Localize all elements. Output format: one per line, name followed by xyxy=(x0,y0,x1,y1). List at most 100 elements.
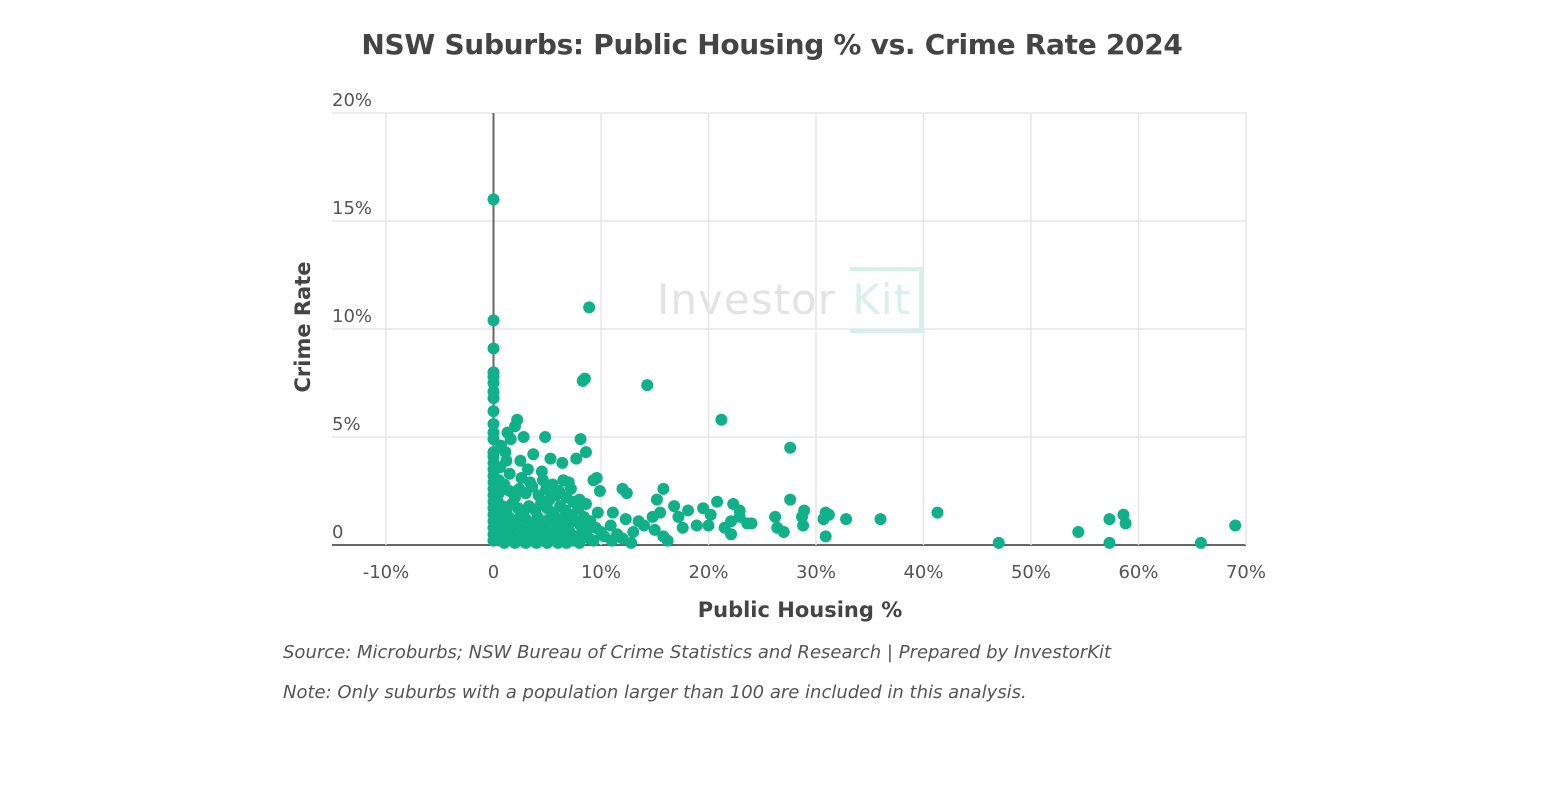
data-points xyxy=(487,193,1242,549)
tick-labels: 0 5% 10% 15% 20% -10% 0 10% 20% 30% 40% 50% 60% 70% xyxy=(332,90,1266,583)
data-point xyxy=(574,433,587,446)
chart-title: NSW Suburbs: Public Housing % vs. Crime … xyxy=(361,28,1183,61)
data-point xyxy=(539,431,552,443)
data-point xyxy=(541,536,554,549)
x-tick-label: 10% xyxy=(581,562,621,583)
data-point xyxy=(487,405,500,418)
data-point xyxy=(661,534,674,547)
data-point xyxy=(487,377,500,389)
data-point xyxy=(530,536,543,549)
data-point xyxy=(1119,517,1132,530)
data-point xyxy=(819,530,832,543)
data-point xyxy=(593,485,606,497)
data-point xyxy=(625,536,638,549)
investorkit-watermark-logo: Investor Kit xyxy=(657,267,924,333)
data-point xyxy=(578,372,591,385)
y-axis-label: Crime Rate xyxy=(291,261,315,393)
data-point xyxy=(487,342,500,355)
data-point xyxy=(544,452,557,465)
data-point xyxy=(668,500,681,513)
data-point xyxy=(1103,513,1116,526)
source-note: Source: Microburbs; NSW Bureau of Crime … xyxy=(283,642,1112,663)
data-point xyxy=(521,463,534,476)
data-point xyxy=(605,534,618,547)
data-point xyxy=(745,517,758,530)
data-point xyxy=(498,536,511,549)
data-point xyxy=(931,506,944,519)
data-point xyxy=(1229,519,1242,532)
data-point xyxy=(487,392,500,405)
data-point xyxy=(591,506,604,519)
data-point xyxy=(840,513,853,526)
data-point xyxy=(536,474,549,487)
data-point xyxy=(562,476,575,489)
data-point xyxy=(556,456,569,469)
data-point xyxy=(769,510,782,523)
data-point xyxy=(495,439,508,452)
data-point xyxy=(514,454,527,467)
data-point xyxy=(519,536,532,549)
data-point xyxy=(650,493,663,506)
x-tick-label: 70% xyxy=(1226,562,1266,583)
data-point xyxy=(992,536,1005,549)
data-point xyxy=(702,519,715,532)
data-point xyxy=(517,431,530,443)
data-point xyxy=(487,418,500,431)
x-axis-label: Public Housing % xyxy=(697,598,903,622)
data-point xyxy=(620,487,633,500)
data-point xyxy=(784,441,797,454)
data-point xyxy=(711,495,724,508)
data-point xyxy=(817,513,830,526)
data-point xyxy=(573,536,586,549)
x-tick-label: -10% xyxy=(363,562,410,583)
data-point xyxy=(552,536,564,549)
x-tick-label: 30% xyxy=(796,562,836,583)
data-point xyxy=(504,433,517,446)
data-point xyxy=(595,526,607,539)
x-tick-label: 50% xyxy=(1011,562,1051,583)
grid xyxy=(332,112,1247,546)
data-point xyxy=(583,532,596,545)
analysis-note: Note: Only suburbs with a population lar… xyxy=(283,682,1027,703)
data-point xyxy=(509,536,521,549)
data-point xyxy=(570,452,583,465)
data-point xyxy=(718,521,731,534)
y-tick-label: 0 xyxy=(332,522,343,543)
data-point xyxy=(587,474,600,487)
data-point xyxy=(874,513,887,526)
data-point xyxy=(572,502,585,515)
data-point xyxy=(492,487,505,500)
data-point xyxy=(641,379,654,392)
data-point xyxy=(777,526,790,539)
data-point xyxy=(672,510,685,523)
data-point xyxy=(487,314,500,327)
data-point xyxy=(797,519,810,532)
y-tick-label: 5% xyxy=(332,414,361,435)
data-point xyxy=(627,526,640,539)
data-point xyxy=(583,301,596,314)
data-point xyxy=(784,493,797,506)
x-tick-label: 0 xyxy=(488,562,499,583)
data-point xyxy=(682,504,695,517)
data-point xyxy=(511,413,524,426)
data-point xyxy=(543,493,556,506)
data-point xyxy=(503,467,516,480)
x-tick-label: 40% xyxy=(903,562,943,583)
data-point xyxy=(493,461,506,474)
data-point xyxy=(690,519,703,532)
y-tick-label: 10% xyxy=(332,306,372,327)
data-point xyxy=(676,521,689,534)
data-point xyxy=(1103,536,1116,549)
data-point xyxy=(527,448,540,461)
data-point xyxy=(524,476,537,489)
data-point xyxy=(1072,526,1085,539)
data-point xyxy=(648,523,661,536)
data-point xyxy=(646,510,659,523)
data-point xyxy=(606,506,619,519)
x-tick-label: 20% xyxy=(688,562,728,583)
data-point xyxy=(715,413,728,426)
y-tick-label: 15% xyxy=(332,198,372,219)
data-point xyxy=(638,519,650,532)
data-point xyxy=(697,502,710,515)
